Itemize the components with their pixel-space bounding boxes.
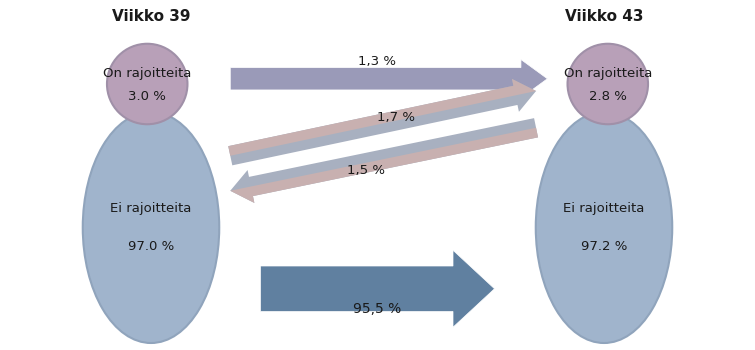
Text: Ei rajoitteita: Ei rajoitteita [563, 202, 645, 215]
Ellipse shape [107, 44, 187, 124]
Polygon shape [230, 60, 547, 98]
Text: 3.0 %: 3.0 % [128, 90, 166, 103]
Text: Ei rajoitteita: Ei rajoitteita [110, 202, 192, 215]
Text: 1,3 %: 1,3 % [359, 55, 396, 68]
Text: 1,5 %: 1,5 % [347, 164, 385, 177]
Polygon shape [228, 79, 536, 156]
Text: 97.0 %: 97.0 % [128, 240, 174, 253]
Text: Viikko 43: Viikko 43 [565, 9, 643, 24]
Text: On rajoitteita: On rajoitteita [103, 67, 192, 80]
Text: 97.2 %: 97.2 % [581, 240, 627, 253]
Text: Viikko 39: Viikko 39 [112, 9, 190, 24]
Polygon shape [228, 79, 536, 165]
Polygon shape [230, 128, 538, 203]
Text: 2.8 %: 2.8 % [589, 90, 627, 103]
Text: On rajoitteita: On rajoitteita [563, 67, 652, 80]
Ellipse shape [83, 112, 219, 343]
Polygon shape [230, 118, 538, 203]
Polygon shape [260, 250, 495, 327]
Text: 95,5 %: 95,5 % [353, 302, 402, 316]
Text: 1,7 %: 1,7 % [378, 111, 415, 124]
Ellipse shape [536, 112, 672, 343]
Ellipse shape [568, 44, 648, 124]
